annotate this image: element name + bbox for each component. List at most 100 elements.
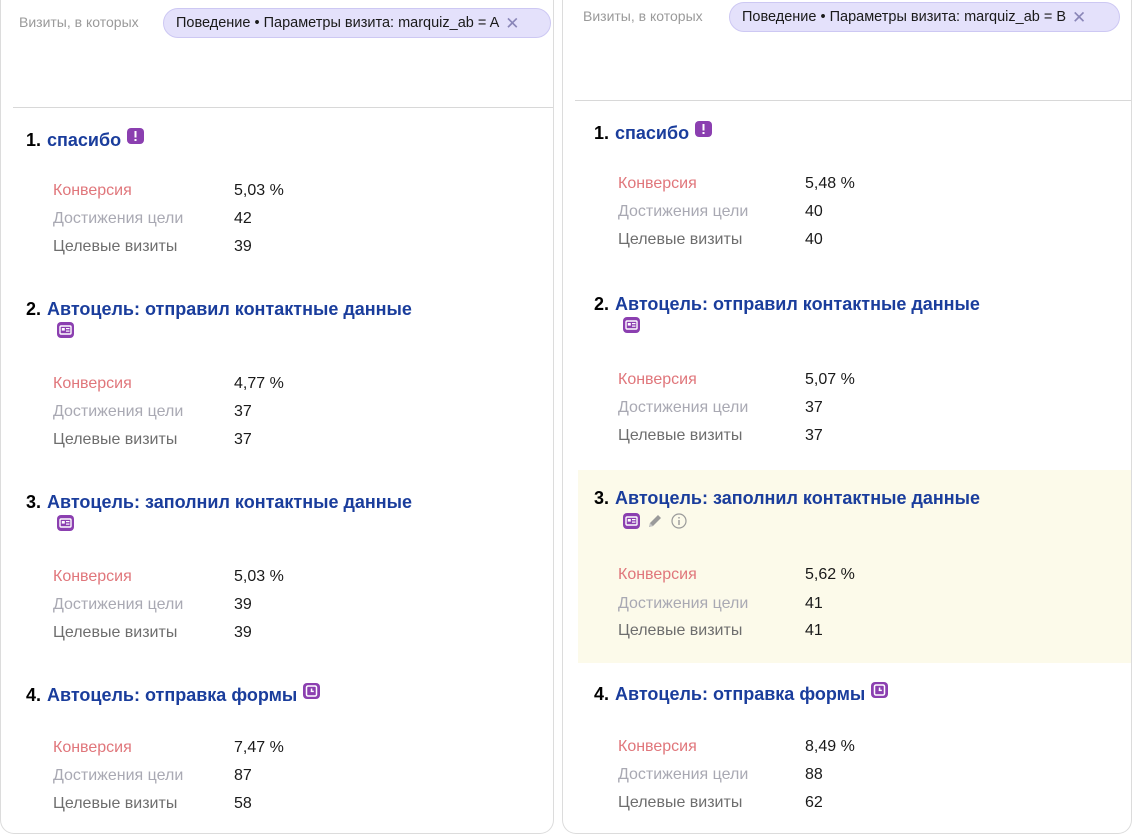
goal-item: 2. Автоцель: отправил контактные данные К… <box>563 283 1131 453</box>
contact-card-icon <box>623 513 640 529</box>
goal-item: 4. Автоцель: отправка формы Конверсия 8,4… <box>563 672 1131 824</box>
goal-link[interactable]: Автоцель: заполнил контактные данные <box>615 488 981 508</box>
metric-label: Целевые визиты <box>53 624 178 641</box>
goal-number: 2. <box>26 299 42 319</box>
goal-link[interactable]: Автоцель: отправка формы <box>615 684 866 704</box>
goal-item: 1. спасибо Конверсия 5,03 % Достижения це… <box>1 118 553 278</box>
goal-number: 3. <box>26 492 42 512</box>
contact-card-icon <box>623 317 640 333</box>
segment-chip-text: Поведение • Параметры визита: marquiz_ab… <box>742 9 1067 25</box>
metric-value: 88 <box>805 766 823 783</box>
goal-item: 4. Автоцель: отправка формы Конверсия 7,4… <box>1 673 553 823</box>
goal-number: 4. <box>26 685 42 705</box>
goal-title: 4. Автоцель: отправка формы <box>594 682 889 705</box>
form-submit-icon <box>871 682 889 698</box>
metric-label: Целевые визиты <box>53 431 178 448</box>
goal-number: 2. <box>594 294 610 314</box>
metric-label: Конверсия <box>618 738 697 755</box>
edit-pencil-icon[interactable] <box>646 512 664 530</box>
goal-item: 1. спасибо Конверсия 5,48 % Достижения це… <box>563 111 1131 271</box>
metric-value: 42 <box>234 210 252 227</box>
metric-value: 5,48 % <box>805 175 855 192</box>
metric-value: 41 <box>805 595 823 612</box>
info-icon[interactable] <box>670 512 688 530</box>
filter-label: Визиты, в которых <box>19 14 139 30</box>
metric-label: Конверсия <box>53 739 132 756</box>
metric-value: 37 <box>805 399 823 416</box>
form-submit-icon <box>303 683 321 699</box>
metric-label: Конверсия <box>53 375 132 392</box>
close-icon[interactable]: ✕ <box>505 13 520 33</box>
metric-label: Конверсия <box>53 182 132 199</box>
metric-label: Конверсия <box>618 566 697 583</box>
metric-label: Достижения цели <box>53 596 184 613</box>
metric-label: Достижения цели <box>53 767 184 784</box>
goal-link[interactable]: Автоцель: отправка формы <box>47 685 298 705</box>
goal-title: 3. Автоцель: заполнил контактные данные <box>594 487 980 509</box>
metric-value: 39 <box>234 238 252 255</box>
goal-link[interactable]: Автоцель: заполнил контактные данные <box>47 492 413 512</box>
metric-label: Целевые визиты <box>618 622 743 639</box>
divider <box>13 107 553 108</box>
close-icon[interactable]: ✕ <box>1072 7 1087 27</box>
filter-label: Визиты, в которых <box>583 8 703 24</box>
metric-value: 37 <box>234 403 252 420</box>
goal-link[interactable]: Автоцель: отправил контактные данные <box>615 294 980 314</box>
goal-number: 4. <box>594 684 610 704</box>
metric-value: 5,62 % <box>805 566 855 583</box>
metric-label: Достижения цели <box>53 210 184 227</box>
metric-value: 41 <box>805 622 823 639</box>
metric-label: Достижения цели <box>618 203 749 220</box>
metric-value: 58 <box>234 795 252 812</box>
segment-chip[interactable]: Поведение • Параметры визита: marquiz_ab… <box>729 2 1120 32</box>
metric-label: Достижения цели <box>618 399 749 416</box>
divider <box>575 100 1131 101</box>
goal-number: 3. <box>594 488 610 508</box>
metric-value: 5,07 % <box>805 371 855 388</box>
goal-link[interactable]: Автоцель: отправил контактные данные <box>47 299 412 319</box>
metric-label: Целевые визиты <box>618 427 743 444</box>
metric-value: 5,03 % <box>234 182 284 199</box>
goals-panel-b: Визиты, в которых Поведение • Параметры … <box>562 0 1132 834</box>
metric-value: 62 <box>805 794 823 811</box>
metric-label: Целевые визиты <box>53 238 178 255</box>
goal-icons <box>57 515 74 531</box>
exclamation-badge-icon <box>695 121 713 137</box>
metric-label: Целевые визиты <box>618 794 743 811</box>
goal-number: 1. <box>26 130 42 150</box>
metric-label: Конверсия <box>53 568 132 585</box>
goal-title: 4. Автоцель: отправка формы <box>26 683 321 706</box>
goal-icons <box>623 512 688 530</box>
metric-label: Целевые визиты <box>53 795 178 812</box>
goal-title: 2. Автоцель: отправил контактные данные <box>594 293 980 315</box>
goal-link[interactable]: спасибо <box>47 130 122 150</box>
goal-item-highlighted: 3. Автоцель: заполнил контактные данные К… <box>578 470 1131 663</box>
metric-value: 87 <box>234 767 252 784</box>
metric-label: Достижения цели <box>618 595 749 612</box>
goal-title: 2. Автоцель: отправил контактные данные <box>26 298 412 320</box>
segment-chip-text: Поведение • Параметры визита: marquiz_ab… <box>176 15 500 31</box>
contact-card-icon <box>57 515 74 531</box>
goal-title: 3. Автоцель: заполнил контактные данные <box>26 491 412 513</box>
goal-icons <box>623 317 640 333</box>
goal-icons <box>57 322 74 338</box>
metric-value: 8,49 % <box>805 738 855 755</box>
metric-value: 40 <box>805 203 823 220</box>
contact-card-icon <box>57 322 74 338</box>
metric-value: 5,03 % <box>234 568 284 585</box>
metric-label: Достижения цели <box>53 403 184 420</box>
metric-label: Конверсия <box>618 371 697 388</box>
goal-number: 1. <box>594 123 610 143</box>
metric-label: Достижения цели <box>618 766 749 783</box>
metric-value: 4,77 % <box>234 375 284 392</box>
segment-chip[interactable]: Поведение • Параметры визита: marquiz_ab… <box>163 8 551 38</box>
metric-label: Целевые визиты <box>618 231 743 248</box>
metric-value: 40 <box>805 231 823 248</box>
goal-item: 2. Автоцель: отправил контактные данные К… <box>1 288 553 458</box>
metric-value: 37 <box>805 427 823 444</box>
goal-title: 1. спасибо <box>594 121 713 144</box>
metric-value: 37 <box>234 431 252 448</box>
goal-item: 3. Автоцель: заполнил контактные данные К… <box>1 481 553 651</box>
goal-link[interactable]: спасибо <box>615 123 690 143</box>
metric-value: 39 <box>234 596 252 613</box>
